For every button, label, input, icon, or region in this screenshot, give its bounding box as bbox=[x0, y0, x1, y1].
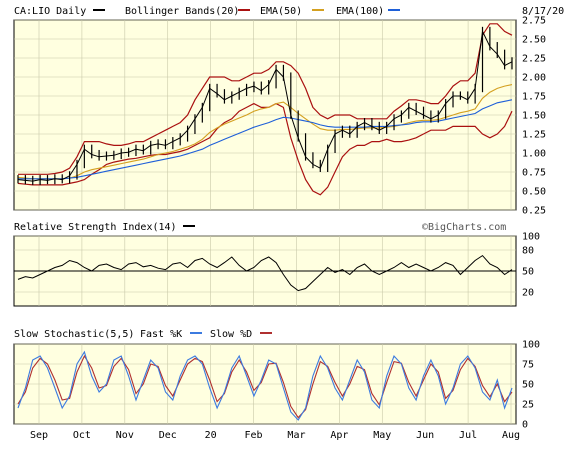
price-ytick-2: 0.75 bbox=[522, 168, 546, 179]
stochastic-ytick-0: 0 bbox=[522, 420, 528, 431]
x-label-0: Sep bbox=[30, 430, 48, 441]
price-ytick-6: 1.75 bbox=[522, 92, 546, 103]
price-ytick-7: 2.00 bbox=[522, 73, 546, 84]
x-label-10: Jul bbox=[459, 430, 477, 441]
x-label-1: Oct bbox=[73, 430, 91, 441]
x-label-5: Feb bbox=[245, 430, 263, 441]
slow-d-swatch bbox=[260, 332, 272, 334]
legend-bollinger-swatch bbox=[238, 9, 250, 11]
stochastic-title-row: Slow Stochastic(5,5) Fast %K Slow %D bbox=[14, 329, 272, 340]
bollinger-lower-line bbox=[17, 102, 513, 196]
rsi-title: Relative Strength Index(14) bbox=[14, 222, 177, 233]
rsi-swatch bbox=[183, 225, 195, 227]
rsi-line bbox=[17, 254, 513, 292]
ema100-line bbox=[18, 99, 513, 180]
bollinger-upper-line bbox=[18, 23, 513, 175]
chart-date: 8/17/20 bbox=[522, 6, 564, 17]
price-ytick-1: 0.50 bbox=[522, 187, 546, 198]
ema50-line bbox=[17, 84, 513, 180]
slow-d-label: Slow %D bbox=[210, 329, 252, 340]
header-row: CA:LIO Daily Bollinger Bands(20) EMA(50)… bbox=[14, 6, 564, 17]
symbol-swatch bbox=[93, 9, 105, 11]
fast-k-swatch bbox=[190, 332, 202, 334]
x-label-3: Dec bbox=[159, 430, 177, 441]
x-label-4: 20 bbox=[205, 430, 217, 441]
x-label-11: Aug bbox=[502, 430, 520, 441]
watermark: ©BigCharts.com bbox=[422, 222, 506, 233]
symbol-label: CA:LIO Daily bbox=[14, 6, 86, 17]
x-label-9: Jun bbox=[416, 430, 434, 441]
stochastic-ytick-2: 50 bbox=[522, 380, 534, 391]
fast-k-line bbox=[17, 350, 513, 421]
x-label-8: May bbox=[373, 430, 391, 441]
price-ytick-4: 1.25 bbox=[522, 130, 546, 141]
x-axis: Sep Oct Nov Dec 20 Feb Mar Apr May Jun Jul Aug bbox=[30, 430, 520, 441]
price-panel: 0.25 0.50 0.75 1.00 1.25 1.50 1.75 2.00 2.25 2.50… bbox=[13, 16, 546, 217]
legend-ema100-swatch bbox=[388, 9, 400, 11]
slow-d-line bbox=[17, 354, 513, 419]
rsi-title-row: Relative Strength Index(14) ©BigCharts.c… bbox=[14, 222, 506, 233]
price-ytick-5: 1.50 bbox=[522, 111, 546, 122]
rsi-ytick-2: 80 bbox=[522, 246, 534, 257]
legend-ema50-label: EMA(50) bbox=[260, 6, 302, 17]
stochastic-ytick-1: 25 bbox=[522, 400, 534, 411]
price-ytick-0: 0.25 bbox=[522, 206, 546, 217]
price-ytick-9: 2.50 bbox=[522, 35, 546, 46]
legend-bollinger-label: Bollinger Bands(20) bbox=[125, 6, 239, 17]
price-line bbox=[17, 29, 513, 182]
x-label-7: Apr bbox=[330, 430, 348, 441]
legend-ema100-label: EMA(100) bbox=[336, 6, 384, 17]
legend-ema50-swatch bbox=[312, 9, 324, 11]
rsi-ytick-0: 20 bbox=[522, 288, 534, 299]
stochastic-panel: 0 25 50 75 100 bbox=[13, 340, 540, 431]
price-ytick-10: 2.75 bbox=[522, 16, 546, 27]
stochastic-ytick-3: 75 bbox=[522, 360, 534, 371]
stochastic-title: Slow Stochastic(5,5) bbox=[14, 329, 134, 340]
price-ytick-8: 2.25 bbox=[522, 54, 546, 65]
rsi-ytick-1: 50 bbox=[522, 267, 534, 278]
rsi-ytick-3: 100 bbox=[522, 232, 540, 243]
x-label-2: Nov bbox=[116, 430, 134, 441]
stochastic-ytick-4: 100 bbox=[522, 340, 540, 351]
rsi-panel: 20 50 80 100 bbox=[13, 232, 540, 307]
price-ytick-3: 1.00 bbox=[522, 149, 546, 160]
fast-k-label: Fast %K bbox=[140, 329, 182, 340]
x-label-6: Mar bbox=[287, 430, 305, 441]
